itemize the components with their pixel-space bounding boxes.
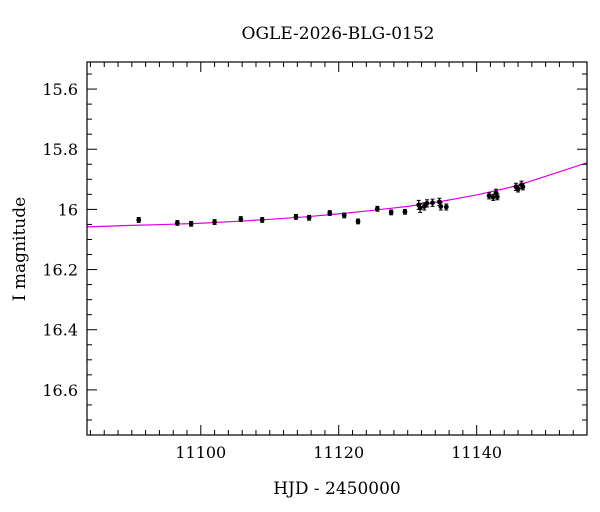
data-point — [293, 214, 299, 220]
data-marker — [374, 206, 380, 212]
data-marker — [174, 220, 180, 226]
data-point — [259, 217, 265, 223]
tick-labels: 11100 11120 11140 15.6 15.8 16 16.2 16.4 16.6 — [42, 80, 502, 462]
y-tick-label: 16.4 — [42, 321, 78, 340]
y-tick-label: 16.2 — [42, 261, 78, 280]
axis-ticks — [87, 62, 588, 436]
data-point — [388, 209, 394, 216]
data-point — [355, 218, 361, 225]
x-axis-label: HJD - 2450000 — [273, 479, 401, 499]
x-tick-label: 11120 — [313, 443, 364, 462]
data-marker — [136, 217, 142, 223]
data-marker — [293, 214, 299, 220]
data-point — [188, 220, 194, 227]
data-point — [212, 219, 217, 225]
y-axis-label: I magnitude — [10, 197, 30, 301]
data-marker — [402, 209, 408, 215]
data-point — [424, 199, 430, 208]
data-point — [136, 217, 142, 223]
data-marker — [494, 194, 500, 200]
x-tick-label: 11140 — [451, 443, 502, 462]
data-marker — [430, 200, 435, 206]
data-point — [494, 193, 500, 201]
data-point — [402, 208, 408, 215]
data-marker — [417, 205, 423, 211]
data-marker — [238, 216, 244, 222]
data-marker — [327, 210, 333, 216]
plot-frame — [86, 61, 588, 436]
data-marker — [259, 217, 265, 223]
data-point — [430, 198, 435, 207]
data-marker — [515, 186, 521, 192]
data-point — [443, 203, 449, 211]
chart-title: OGLE-2026-BLG-0152 — [242, 24, 435, 44]
y-tick-label: 15.6 — [42, 80, 78, 99]
data-point — [374, 205, 380, 212]
model-curve-layer — [87, 162, 587, 228]
data-point — [238, 216, 244, 222]
data-point — [417, 202, 423, 213]
data-point — [515, 185, 521, 193]
data-point — [438, 202, 444, 211]
data-point — [327, 210, 333, 216]
data-marker — [424, 200, 430, 206]
y-tick-label: 16.6 — [42, 381, 78, 400]
data-marker — [443, 204, 449, 210]
x-tick-label: 11100 — [175, 443, 226, 462]
data-marker — [212, 219, 217, 225]
data-point — [174, 220, 180, 226]
data-point — [486, 192, 492, 200]
observations-layer — [136, 180, 526, 227]
y-tick-label: 16 — [58, 200, 78, 219]
data-marker — [341, 213, 347, 218]
data-marker — [306, 215, 312, 221]
data-point — [341, 212, 347, 219]
y-tick-label: 15.8 — [42, 140, 78, 159]
data-marker — [388, 210, 394, 215]
data-marker — [520, 184, 526, 190]
model-curve — [87, 162, 587, 228]
data-point — [520, 183, 526, 191]
data-marker — [188, 221, 194, 227]
data-marker — [438, 203, 444, 209]
data-marker — [490, 194, 496, 200]
data-marker — [355, 219, 361, 224]
data-point — [421, 202, 427, 211]
data-point — [490, 193, 496, 201]
data-point — [306, 214, 312, 221]
data-marker — [486, 193, 492, 199]
